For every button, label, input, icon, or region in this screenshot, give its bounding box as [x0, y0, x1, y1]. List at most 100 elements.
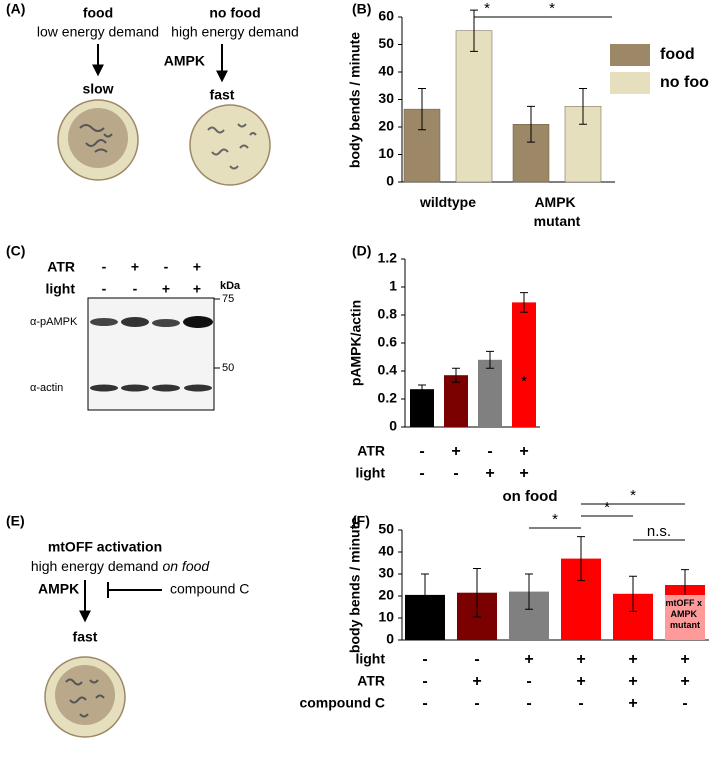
- annotation: *: [604, 499, 610, 516]
- error-bar: [520, 292, 528, 313]
- inhibitor: compound C: [170, 581, 249, 597]
- speed: fast: [73, 629, 98, 645]
- sign: +: [193, 281, 201, 297]
- panel-label: (E): [6, 513, 25, 529]
- sign: -: [102, 259, 107, 275]
- band: [90, 384, 118, 392]
- y-axis-label: pAMPK/actin: [348, 300, 364, 386]
- band: [152, 319, 180, 327]
- y-tick-label: 0: [389, 418, 397, 434]
- sign: -: [453, 465, 458, 482]
- sign: -: [578, 695, 583, 712]
- sign: -: [422, 651, 427, 668]
- worms: [79, 124, 113, 153]
- marker: 50: [222, 362, 234, 374]
- error-bar: [629, 575, 637, 612]
- band-label: α-actin: [30, 382, 63, 394]
- y-tick-label: 0: [386, 631, 394, 647]
- y-tick-label: 0.8: [378, 306, 398, 322]
- condition: food: [83, 5, 113, 21]
- row-label: ATR: [357, 443, 385, 459]
- demand: high energy demand: [171, 24, 299, 40]
- sign: +: [524, 651, 533, 668]
- sign: -: [422, 695, 427, 712]
- demand: low energy demand: [37, 24, 159, 40]
- error-bar: [452, 367, 460, 383]
- legend-swatch: [610, 44, 650, 66]
- panel-label: (B): [352, 1, 371, 17]
- sign: +: [485, 465, 494, 482]
- y-tick-label: 30: [378, 90, 394, 106]
- error-bar: [421, 573, 429, 617]
- y-tick-label: 20: [378, 587, 394, 603]
- sign: +: [451, 443, 460, 460]
- row-label: ATR: [47, 259, 75, 275]
- y-tick-label: 50: [378, 521, 394, 537]
- y-tick-label: 40: [378, 543, 394, 559]
- text-line: mutant: [670, 620, 700, 630]
- sign: -: [526, 673, 531, 690]
- row-label: ATR: [357, 673, 385, 689]
- worms: [65, 678, 105, 718]
- sign: +: [628, 651, 637, 668]
- text-line: wildtype: [419, 194, 476, 210]
- bar: [410, 389, 434, 427]
- sign: -: [419, 443, 424, 460]
- y-tick-label: 40: [378, 63, 394, 79]
- panel-label: (D): [352, 243, 371, 259]
- sign: -: [474, 651, 479, 668]
- y-tick-label: 0.2: [378, 390, 398, 406]
- worms: [207, 123, 257, 170]
- y-axis-label: body bends / minute: [347, 32, 363, 168]
- text-line: mtOFF x: [665, 598, 704, 608]
- y-tick-label: 0.4: [378, 362, 398, 378]
- panel-label: (A): [6, 1, 25, 17]
- x-tick-label: AMPK mutant: [534, 194, 581, 229]
- speed: fast: [210, 87, 235, 103]
- y-tick-label: 10: [378, 145, 394, 161]
- annotation: *: [549, 0, 555, 17]
- legend-label: food: [660, 46, 695, 63]
- bar: [512, 302, 536, 427]
- sign: -: [487, 443, 492, 460]
- sign: -: [102, 281, 107, 297]
- annotation: n.s.: [647, 523, 671, 540]
- chart-title: on food: [503, 488, 558, 505]
- band-label: α-pAMPK: [30, 316, 78, 328]
- y-tick-label: 60: [378, 8, 394, 24]
- sign: +: [519, 465, 528, 482]
- error-bar: [579, 88, 587, 125]
- row-label: light: [45, 281, 75, 297]
- marker: 75: [222, 293, 234, 305]
- error-bar: [486, 350, 494, 369]
- sign: -: [526, 695, 531, 712]
- bar: [444, 375, 468, 427]
- error-bar: [418, 384, 426, 394]
- band: [90, 318, 118, 326]
- band: [184, 384, 212, 392]
- y-axis-label: body bends / minute: [347, 517, 363, 653]
- sign: +: [519, 443, 528, 460]
- sign: -: [419, 465, 424, 482]
- text-line: AMPK: [534, 194, 579, 210]
- y-tick-label: 20: [378, 118, 394, 134]
- sign: -: [422, 673, 427, 690]
- band: [121, 317, 149, 327]
- annotation: *: [630, 487, 636, 504]
- band: [121, 384, 149, 392]
- bar: [455, 30, 493, 183]
- text-line: mutant: [534, 213, 581, 229]
- demand: high energy demand on food: [31, 558, 211, 574]
- error-bar: [577, 536, 585, 582]
- y-tick-label: 0: [386, 173, 394, 189]
- bar: [478, 359, 502, 427]
- blot: [87, 297, 215, 411]
- sign: +: [193, 259, 201, 275]
- error-bar: [473, 568, 481, 618]
- inset: [665, 595, 705, 640]
- x-tick-label: wildtype: [419, 194, 476, 210]
- annotation: *: [552, 511, 558, 528]
- annotation: *: [484, 0, 490, 17]
- panel-label: (F): [352, 513, 370, 529]
- speed: slow: [82, 81, 113, 97]
